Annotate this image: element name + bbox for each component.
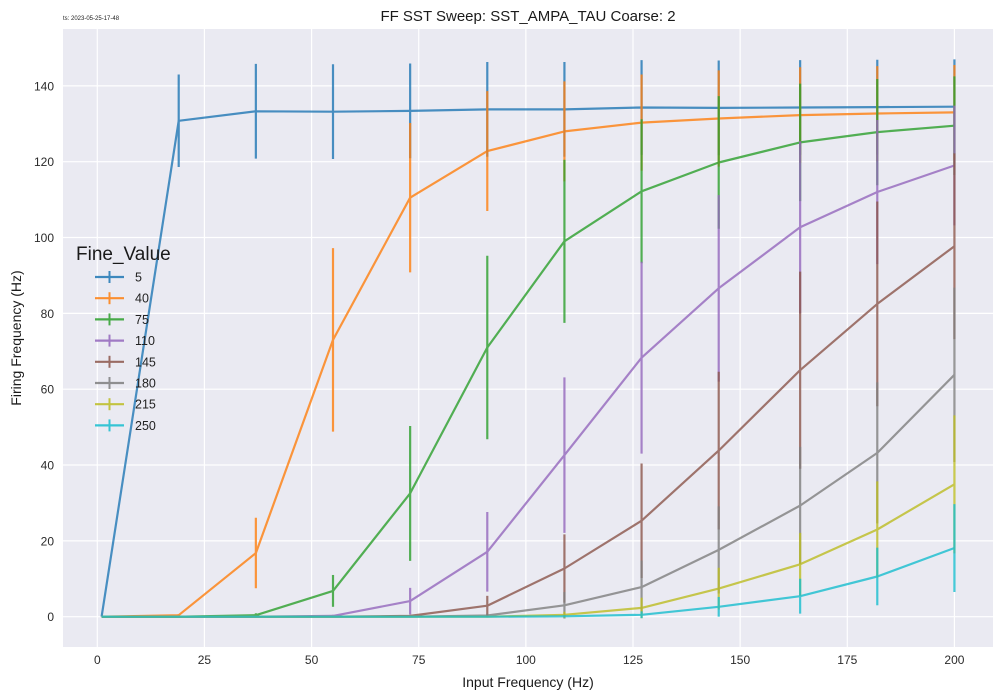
legend-label: 250 xyxy=(135,419,156,433)
legend-item-145 xyxy=(95,355,124,368)
legend-item-5 xyxy=(95,271,124,283)
series-line xyxy=(101,124,955,618)
legend-label: 180 xyxy=(135,377,156,391)
legend: Fine_Value 5 40 75 110 145 180 215 250 xyxy=(76,244,171,433)
x-tick-label: 50 xyxy=(305,653,319,667)
x-tick-label: 200 xyxy=(944,653,964,667)
series-250 xyxy=(101,504,956,619)
legend-label: 40 xyxy=(135,292,149,306)
y-tick-label: 140 xyxy=(34,79,54,93)
y-tick-label: 40 xyxy=(41,459,55,473)
legend-item-75 xyxy=(95,313,124,326)
chart-title: FF SST Sweep: SST_AMPA_TAU Coarse: 2 xyxy=(380,8,675,25)
plot-area xyxy=(63,29,993,647)
x-tick-label: 125 xyxy=(623,653,643,667)
legend-title: Fine_Value xyxy=(76,244,171,265)
legend-label: 110 xyxy=(135,334,155,348)
x-tick-label: 0 xyxy=(94,653,101,667)
y-tick-label: 20 xyxy=(41,534,55,548)
series-line xyxy=(101,546,955,618)
x-tick-label: 75 xyxy=(412,653,426,667)
y-tick-label: 0 xyxy=(47,610,54,624)
legend-item-180 xyxy=(95,377,124,389)
series-line xyxy=(100,105,955,617)
legend-item-215 xyxy=(95,398,124,411)
legend-label: 75 xyxy=(135,313,149,327)
timestamp-label: ts: 2023-05-25-17-48 xyxy=(63,16,120,22)
y-axis-label: Firing Frequency (Hz) xyxy=(8,270,24,405)
legend-item-110 xyxy=(95,334,124,347)
x-tick-label: 150 xyxy=(730,653,750,667)
legend-label: 5 xyxy=(135,271,142,285)
x-tick-label: 25 xyxy=(198,653,212,667)
legend-label: 145 xyxy=(135,355,156,369)
legend-item-40 xyxy=(95,292,124,305)
x-axis-label: Input Frequency (Hz) xyxy=(462,674,594,690)
legend-label: 215 xyxy=(135,398,156,412)
y-tick-label: 60 xyxy=(41,383,55,397)
x-tick-label: 100 xyxy=(516,653,536,667)
legend-item-250 xyxy=(95,419,124,432)
y-tick-label: 80 xyxy=(41,307,55,321)
tick-labels: 0 25 50 75 100 125 150 175 200 0 20 40 60 80 100 120 140 xyxy=(34,79,965,667)
y-tick-label: 120 xyxy=(34,155,54,169)
y-tick-label: 100 xyxy=(34,231,54,245)
series-line xyxy=(101,111,955,618)
x-tick-label: 175 xyxy=(837,653,857,667)
series-layer xyxy=(100,59,956,619)
